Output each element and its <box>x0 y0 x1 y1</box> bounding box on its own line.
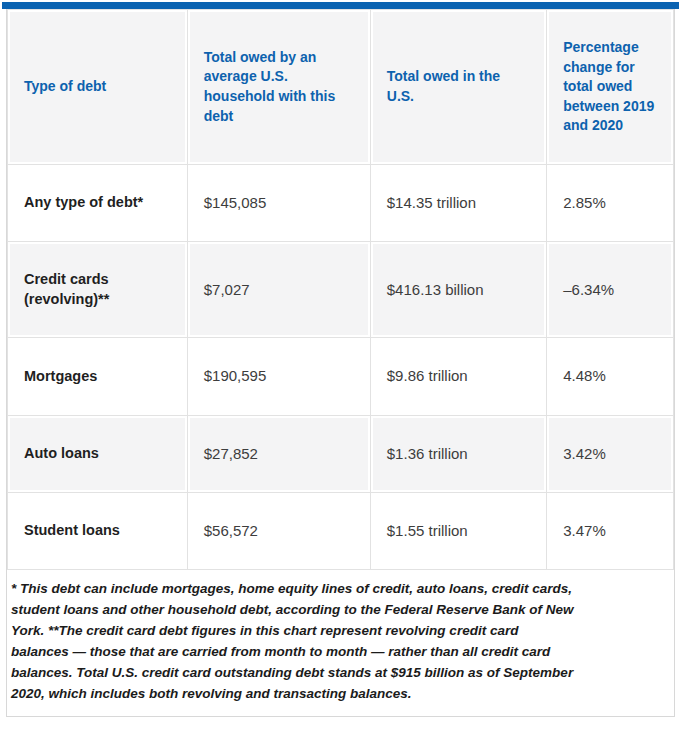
avg-household-value: $7,027 <box>188 242 370 337</box>
column-header-pct-change: Percentage change for total owed between… <box>547 10 673 164</box>
avg-household-value: $27,852 <box>188 416 370 492</box>
row-label: Any type of debt* <box>8 165 187 241</box>
row-label: Credit cards (revolving)** <box>8 242 187 337</box>
table-row-credit-cards: Credit cards (revolving)** $7,027 $416.1… <box>8 242 673 337</box>
column-header-total-us: Total owed in the U.S. <box>371 10 546 164</box>
row-label: Student loans <box>8 493 187 569</box>
pct-change-value: 2.85% <box>547 165 673 241</box>
top-accent-bar <box>2 2 679 9</box>
table-row-auto-loans: Auto loans $27,852 $1.36 trillion 3.42% <box>8 416 673 492</box>
table-row-student-loans: Student loans $56,572 $1.55 trillion 3.4… <box>8 493 673 569</box>
debt-table-widget: Type of debt Total owed by an average U.… <box>2 2 679 717</box>
total-us-value: $416.13 billion <box>371 242 546 337</box>
total-us-value: $14.35 trillion <box>371 165 546 241</box>
total-us-value: $1.36 trillion <box>371 416 546 492</box>
column-header-avg-household: Total owed by an average U.S. household … <box>188 10 370 164</box>
table-container: Type of debt Total owed by an average U.… <box>6 9 675 717</box>
row-label: Auto loans <box>8 416 187 492</box>
avg-household-value: $145,085 <box>188 165 370 241</box>
avg-household-value: $190,595 <box>188 338 370 414</box>
footnote-text: * This debt can include mortgages, home … <box>7 570 585 716</box>
avg-household-value: $56,572 <box>188 493 370 569</box>
pct-change-value: 4.48% <box>547 338 673 414</box>
pct-change-value: 3.47% <box>547 493 673 569</box>
row-label: Mortgages <box>8 338 187 414</box>
household-debt-table: Type of debt Total owed by an average U.… <box>7 9 674 570</box>
header-row: Type of debt Total owed by an average U.… <box>8 10 673 164</box>
total-us-value: $9.86 trillion <box>371 338 546 414</box>
total-us-value: $1.55 trillion <box>371 493 546 569</box>
table-row-any-debt: Any type of debt* $145,085 $14.35 trilli… <box>8 165 673 241</box>
pct-change-value: –6.34% <box>547 242 673 337</box>
table-row-mortgages: Mortgages $190,595 $9.86 trillion 4.48% <box>8 338 673 414</box>
column-header-type-of-debt: Type of debt <box>8 10 187 164</box>
pct-change-value: 3.42% <box>547 416 673 492</box>
